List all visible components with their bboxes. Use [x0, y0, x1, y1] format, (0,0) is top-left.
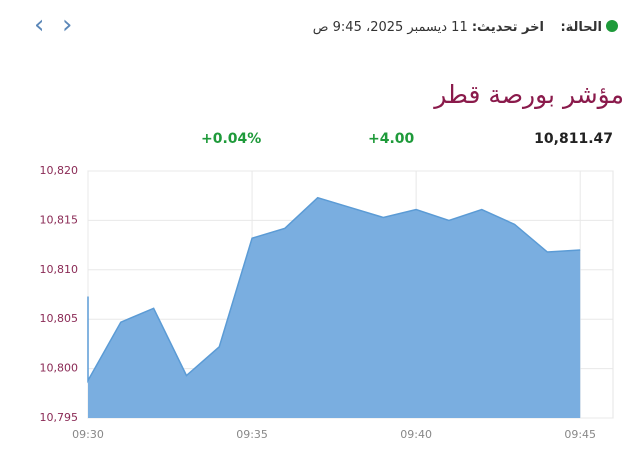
x-tick-label: 09:45 [564, 428, 596, 441]
y-tick-label: 10,795 [40, 411, 79, 424]
title: مؤشر بورصة قطر [434, 80, 624, 109]
x-tick-label: 09:40 [400, 428, 432, 441]
change: +4.00 [368, 131, 415, 147]
last-value: 10,811.47 [534, 131, 613, 147]
change-percent: +0.04% [201, 131, 262, 147]
update-label: اخر تحديث: [471, 20, 544, 35]
line [87, 196, 581, 384]
y-tick-label: 10,805 [40, 312, 79, 325]
x-tick-label: 09:35 [236, 428, 268, 441]
status-label: الحالة: [560, 20, 602, 35]
y-tick-label: 10,800 [40, 362, 79, 375]
status-dot [606, 20, 618, 32]
prev-button[interactable]: ‹ [34, 10, 45, 40]
y-tick-label: 10,820 [40, 164, 79, 177]
status-bar: الحالة: اخر تحديث: 11 ديسمبر 2025، 9:45 … [313, 20, 618, 35]
update-time: 11 ديسمبر 2025، 9:45 ص [312, 20, 468, 35]
y-tick-label: 10,810 [40, 263, 79, 276]
x-tick-label: 09:30 [72, 428, 104, 441]
next-button[interactable]: › [62, 10, 73, 40]
area [88, 197, 581, 418]
y-tick-label: 10,815 [40, 213, 79, 226]
